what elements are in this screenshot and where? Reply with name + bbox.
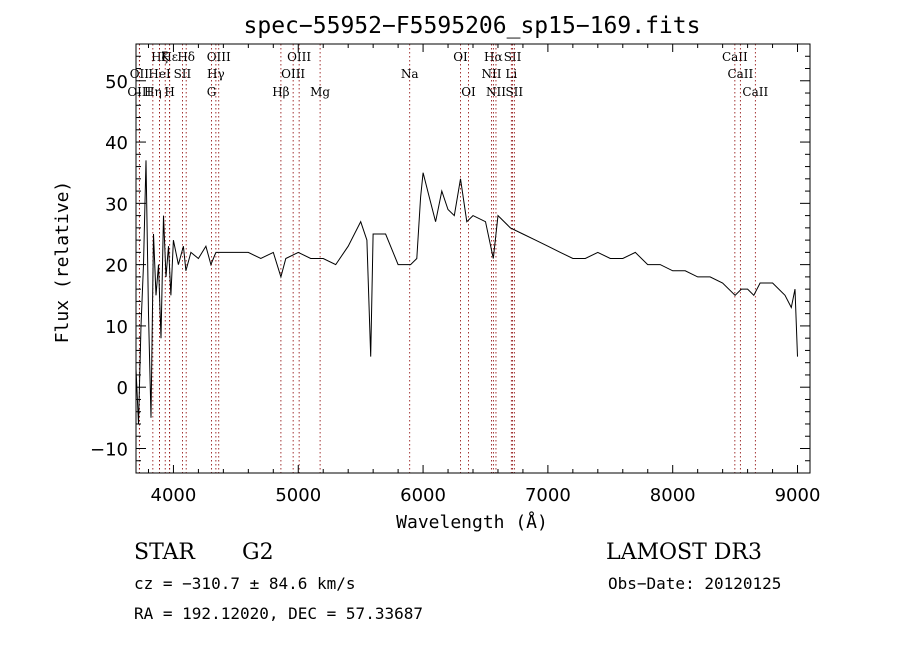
line-marker-label-23: SII xyxy=(504,50,522,64)
x-tick-label-4: 8000 xyxy=(650,485,696,506)
y-tick-label-0: −10 xyxy=(90,439,128,460)
line-marker-label-19: OI xyxy=(461,85,476,99)
line-marker-label-27: CaII xyxy=(727,67,753,81)
observation-date: Obs−Date: 20120125 xyxy=(608,574,782,593)
line-marker-label-13: Hβ xyxy=(272,85,289,99)
survey-name: LAMOST DR3 xyxy=(606,540,762,565)
line-marker-label-10: OIII xyxy=(207,50,231,64)
axis-ticks: 4000 5000 6000 7000 8000 9000 −10 0 10 20 30 40 50 xyxy=(90,44,820,506)
x-tick-label-2: 6000 xyxy=(400,485,446,506)
line-marker-label-28: CaII xyxy=(742,85,768,99)
line-marker-label-14: OIII xyxy=(287,50,311,64)
line-marker-label-12: G xyxy=(207,85,217,99)
line-marker-label-2: OIII xyxy=(127,85,151,99)
line-marker-label-5: H xyxy=(164,85,174,99)
line-marker-label-21: NII xyxy=(481,67,501,81)
line-marker-label-4: K xyxy=(161,50,171,64)
line-marker-label-22: NII xyxy=(486,85,506,99)
line-marker-label-8: SII xyxy=(174,67,192,81)
y-tick-label-3: 20 xyxy=(105,256,128,277)
y-tick-label-1: 0 xyxy=(117,378,128,399)
x-axis-label: Wavelength (Å) xyxy=(396,511,548,533)
y-tick-label-6: 50 xyxy=(105,72,128,93)
series-line-flux xyxy=(135,160,798,425)
line-marker-label-26: CaII xyxy=(722,50,748,64)
line-marker-label-25: SII xyxy=(505,85,523,99)
y-tick-label-5: 40 xyxy=(105,133,128,154)
object-subclass: G2 xyxy=(242,540,274,565)
line-marker-label-17: Na xyxy=(401,67,419,81)
y-tick-label-2: 10 xyxy=(105,317,128,338)
line-marker-label-9: Hδ xyxy=(177,50,195,64)
line-marker-label-16: Mg xyxy=(310,85,330,99)
y-tick-label-4: 30 xyxy=(105,194,128,215)
redshift-velocity: cz = −310.7 ± 84.6 km/s xyxy=(134,574,356,593)
line-marker-label-24: Li xyxy=(505,67,517,81)
x-tick-label-0: 4000 xyxy=(151,485,197,506)
object-class: STAR xyxy=(134,540,195,565)
line-marker-label-1: OII xyxy=(130,67,150,81)
line-marker-label-20: Hα xyxy=(484,50,503,64)
y-axis-label: Flux (relative) xyxy=(52,181,73,344)
line-marker-label-18: OI xyxy=(453,50,468,64)
line-marker-label-6: Hη xyxy=(144,85,162,99)
plot-frame xyxy=(135,43,811,474)
series-layer xyxy=(135,160,798,425)
chart-title: spec−55952−F5595206_sp15−169.fits xyxy=(244,13,701,39)
line-marker-label-11: Hγ xyxy=(207,67,225,81)
x-tick-label-3: 7000 xyxy=(525,485,571,506)
line-marker-label-15: OIII xyxy=(281,67,305,81)
x-tick-label-1: 5000 xyxy=(275,485,321,506)
coordinates: RA = 192.12020, DEC = 57.33687 xyxy=(134,604,423,623)
line-marker-label-7: HeI xyxy=(148,67,171,81)
x-tick-label-5: 9000 xyxy=(775,485,821,506)
